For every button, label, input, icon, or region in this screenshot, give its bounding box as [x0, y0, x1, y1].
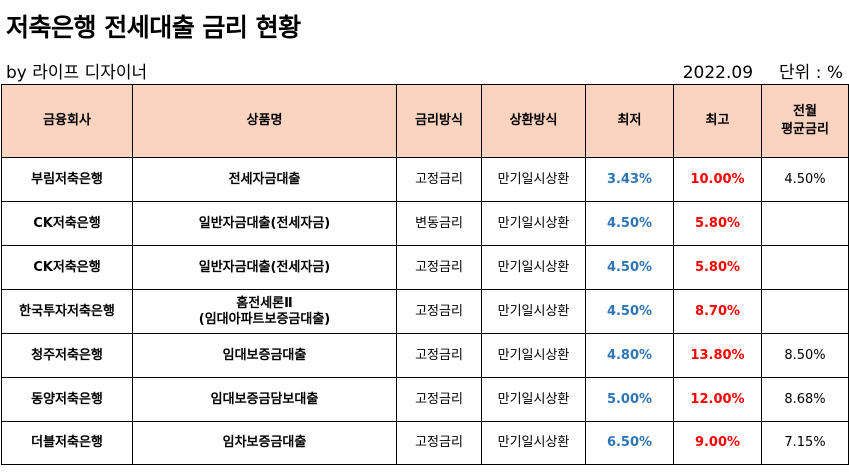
cell-max-rate: 12.00% [673, 377, 762, 422]
cell-repayment: 만기일시상환 [481, 377, 586, 422]
cell-repayment: 만기일시상환 [481, 245, 586, 290]
header-prev-avg: 전월 평균금리 [761, 84, 849, 158]
cell-rate-type: 고정금리 [396, 289, 482, 334]
cell-max-rate: 8.70% [673, 289, 762, 334]
cell-repayment: 만기일시상환 [481, 201, 586, 246]
cell-prev-avg: 8.50% [761, 333, 849, 378]
cell-product: 임차보증금대출 [132, 421, 397, 465]
table-row: 청주저축은행 임대보증금대출 고정금리 만기일시상환 4.80% 13.80% … [1, 333, 849, 378]
cell-rate-type: 고정금리 [396, 157, 482, 202]
cell-company: CK저축은행 [1, 201, 133, 246]
cell-company: 한국투자저축은행 [1, 289, 133, 334]
header-prev-avg-line1: 전월 [793, 104, 817, 119]
cell-prev-avg: 4.50% [761, 157, 849, 202]
header-product: 상품명 [132, 84, 397, 158]
cell-product: 임대보증금대출 [132, 333, 397, 378]
cell-product: 임대보증금담보대출 [132, 377, 397, 422]
cell-prev-avg: 7.15% [761, 421, 849, 465]
header-prev-avg-line2: 평균금리 [781, 122, 829, 137]
cell-company: CK저축은행 [1, 245, 133, 290]
unit-label: 단위 : % [779, 63, 843, 83]
cell-product-line2: (임대아파트보증금대출) [198, 311, 331, 327]
cell-repayment: 만기일시상환 [481, 289, 586, 334]
cell-min-rate: 6.50% [585, 421, 674, 465]
cell-company: 더블저축은행 [1, 421, 133, 465]
header-rate-type: 금리방식 [396, 84, 482, 158]
header-max: 최고 [673, 84, 762, 158]
byline: by 라이프 디자이너 [6, 63, 148, 83]
cell-company: 부림저축은행 [1, 157, 133, 202]
cell-rate-type: 고정금리 [396, 421, 482, 465]
cell-rate-type: 변동금리 [396, 201, 482, 246]
cell-min-rate: 4.80% [585, 333, 674, 378]
cell-product-line1: 홈전세론Ⅱ [236, 295, 293, 311]
cell-rate-type: 고정금리 [396, 245, 482, 290]
table-row: CK저축은행 일반자금대출(전세자금) 변동금리 만기일시상환 4.50% 5.… [1, 201, 849, 246]
page-title: 저축은행 전세대출 금리 현황 [6, 13, 301, 42]
cell-product: 전세자금대출 [132, 157, 397, 202]
cell-company: 청주저축은행 [1, 333, 133, 378]
table-row: 한국투자저축은행 홈전세론Ⅱ (임대아파트보증금대출) 고정금리 만기일시상환 … [1, 289, 849, 334]
header-min: 최저 [585, 84, 674, 158]
cell-company: 동양저축은행 [1, 377, 133, 422]
meta: 2022.09 단위 : % [683, 58, 843, 83]
cell-prev-avg [761, 201, 849, 246]
header-company: 금융회사 [1, 84, 133, 158]
cell-min-rate: 3.43% [585, 157, 674, 202]
cell-repayment: 만기일시상환 [481, 333, 586, 378]
cell-product: 일반자금대출(전세자금) [132, 201, 397, 246]
cell-rate-type: 고정금리 [396, 333, 482, 378]
cell-product: 일반자금대출(전세자금) [132, 245, 397, 290]
cell-max-rate: 5.80% [673, 201, 762, 246]
cell-repayment: 만기일시상환 [481, 421, 586, 465]
cell-repayment: 만기일시상환 [481, 157, 586, 202]
cell-max-rate: 13.80% [673, 333, 762, 378]
cell-max-rate: 5.80% [673, 245, 762, 290]
cell-prev-avg [761, 245, 849, 290]
cell-product: 홈전세론Ⅱ (임대아파트보증금대출) [132, 289, 397, 334]
header-repayment: 상환방식 [481, 84, 586, 158]
subtitle-row: by 라이프 디자이너 2022.09 단위 : % [0, 58, 849, 84]
date-label: 2022.09 [682, 63, 754, 83]
rates-table: 금융회사 상품명 금리방식 상환방식 최저 최고 전월 평균금리 부림저축은행 … [1, 84, 849, 465]
table-row: 더블저축은행 임차보증금대출 고정금리 만기일시상환 6.50% 9.00% 7… [1, 421, 849, 465]
table-header-row: 금융회사 상품명 금리방식 상환방식 최저 최고 전월 평균금리 [1, 84, 849, 158]
cell-min-rate: 5.00% [585, 377, 674, 422]
cell-prev-avg: 8.68% [761, 377, 849, 422]
cell-max-rate: 9.00% [673, 421, 762, 465]
table-row: 부림저축은행 전세자금대출 고정금리 만기일시상환 3.43% 10.00% 4… [1, 157, 849, 202]
table-row: 동양저축은행 임대보증금담보대출 고정금리 만기일시상환 5.00% 12.00… [1, 377, 849, 422]
cell-prev-avg [761, 289, 849, 334]
cell-rate-type: 고정금리 [396, 377, 482, 422]
table-row: CK저축은행 일반자금대출(전세자금) 고정금리 만기일시상환 4.50% 5.… [1, 245, 849, 290]
cell-min-rate: 4.50% [585, 245, 674, 290]
cell-min-rate: 4.50% [585, 201, 674, 246]
cell-max-rate: 10.00% [673, 157, 762, 202]
cell-min-rate: 4.50% [585, 289, 674, 334]
